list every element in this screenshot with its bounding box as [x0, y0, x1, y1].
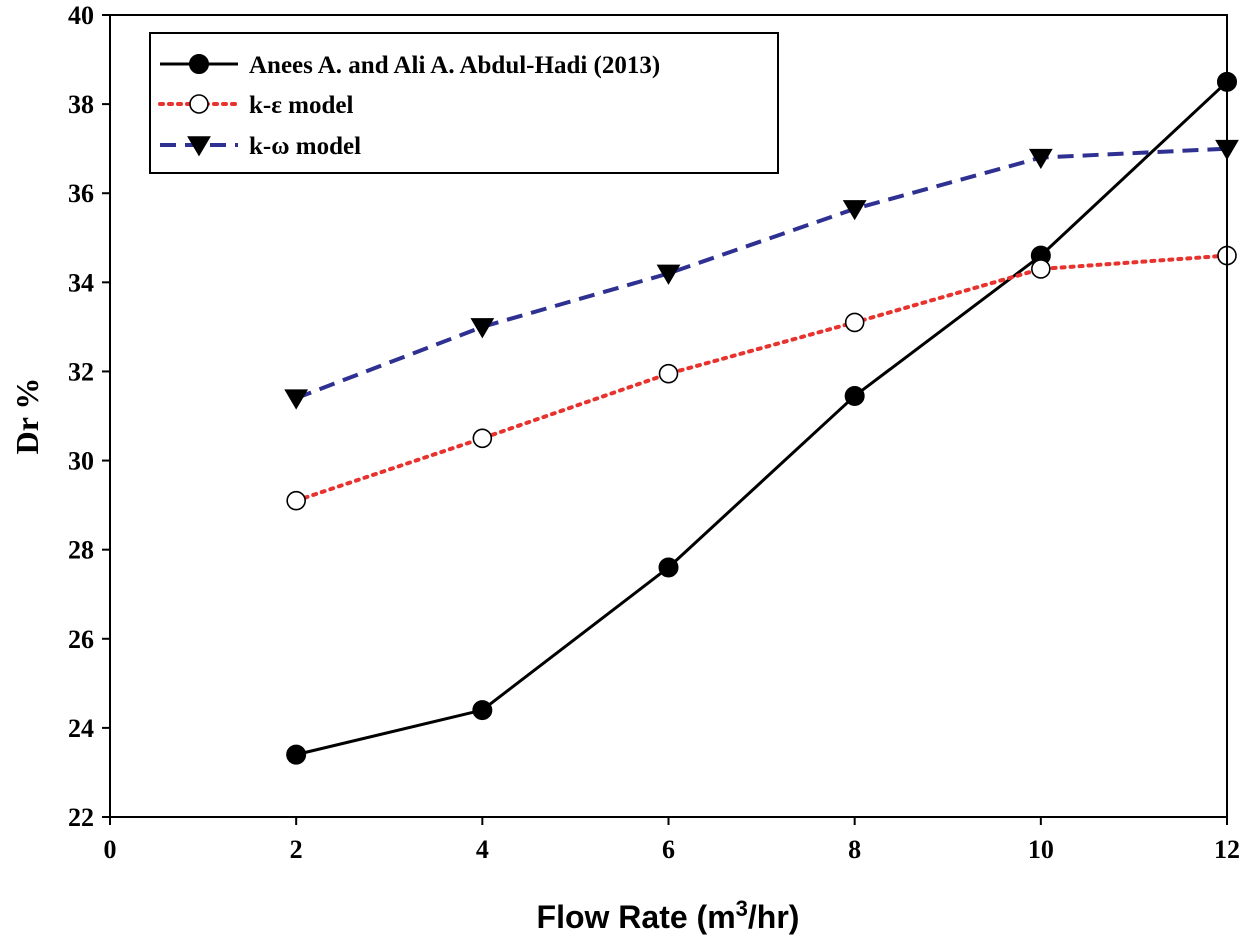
y-tick-label: 38 [68, 90, 94, 119]
x-tick-label: 6 [662, 835, 675, 864]
legend-entry-2: k-ε model [158, 92, 353, 119]
y-tick-label: 28 [68, 536, 94, 565]
data-point [470, 318, 495, 339]
x-axis-label-tail: /hr) [748, 899, 800, 935]
y-tick-label: 22 [68, 803, 94, 832]
legend-marker [189, 54, 209, 74]
series-3 [284, 139, 1239, 410]
legend-entry-3: k-ω model [160, 133, 361, 160]
legend-entry-1: Anees A. and Ali A. Abdul-Hadi (2013) [160, 52, 660, 79]
series-line [294, 253, 1229, 503]
data-point [844, 385, 865, 406]
series-line [295, 146, 1228, 401]
y-tick-label: 24 [68, 714, 94, 743]
data-point [658, 557, 679, 578]
x-axis-label: Flow Rate (m3/hr) [537, 896, 800, 935]
y-tick-label: 32 [68, 357, 94, 386]
x-axis-label-main: Flow Rate (m [537, 899, 736, 935]
x-axis-label-superscript: 3 [736, 896, 748, 921]
y-tick-label: 34 [68, 268, 94, 297]
series-1 [286, 71, 1237, 765]
x-tick-label: 8 [848, 835, 861, 864]
legend-entries: Anees A. and Ali A. Abdul-Hadi (2013) k-ε… [158, 52, 660, 160]
data-point [472, 700, 493, 721]
legend-label: k-ε model [249, 92, 353, 119]
x-tick-label: 2 [290, 835, 303, 864]
legend-marker [189, 94, 209, 114]
y-tick-label: 26 [68, 625, 94, 654]
data-point [844, 312, 865, 333]
x-tick-label: 12 [1214, 835, 1240, 864]
legend-frame [149, 32, 779, 174]
data-point [842, 200, 867, 221]
legend-label: k-ω model [249, 133, 361, 160]
legend-label: Anees A. and Ali A. Abdul-Hadi (2013) [249, 52, 660, 79]
x-tick-label: 0 [104, 835, 117, 864]
data-point [284, 389, 309, 410]
data-point [656, 264, 681, 285]
x-tick-label: 4 [476, 835, 489, 864]
x-tick-label: 10 [1028, 835, 1054, 864]
data-point [658, 363, 679, 384]
legend: Anees A. and Ali A. Abdul-Hadi (2013) k-ε… [149, 32, 779, 174]
series-line [295, 80, 1229, 757]
data-point [472, 428, 493, 449]
y-axis-label: Dr % [9, 378, 45, 455]
data-point [1028, 148, 1053, 170]
data-point [286, 490, 306, 511]
y-tick-label: 40 [68, 1, 94, 30]
series-2 [286, 245, 1237, 511]
y-tick-label: 30 [68, 447, 94, 476]
data-point [1031, 259, 1051, 279]
y-tick-label: 36 [68, 179, 94, 208]
data-point [286, 744, 307, 765]
series-layer [284, 71, 1239, 765]
legend-marker [187, 136, 211, 157]
